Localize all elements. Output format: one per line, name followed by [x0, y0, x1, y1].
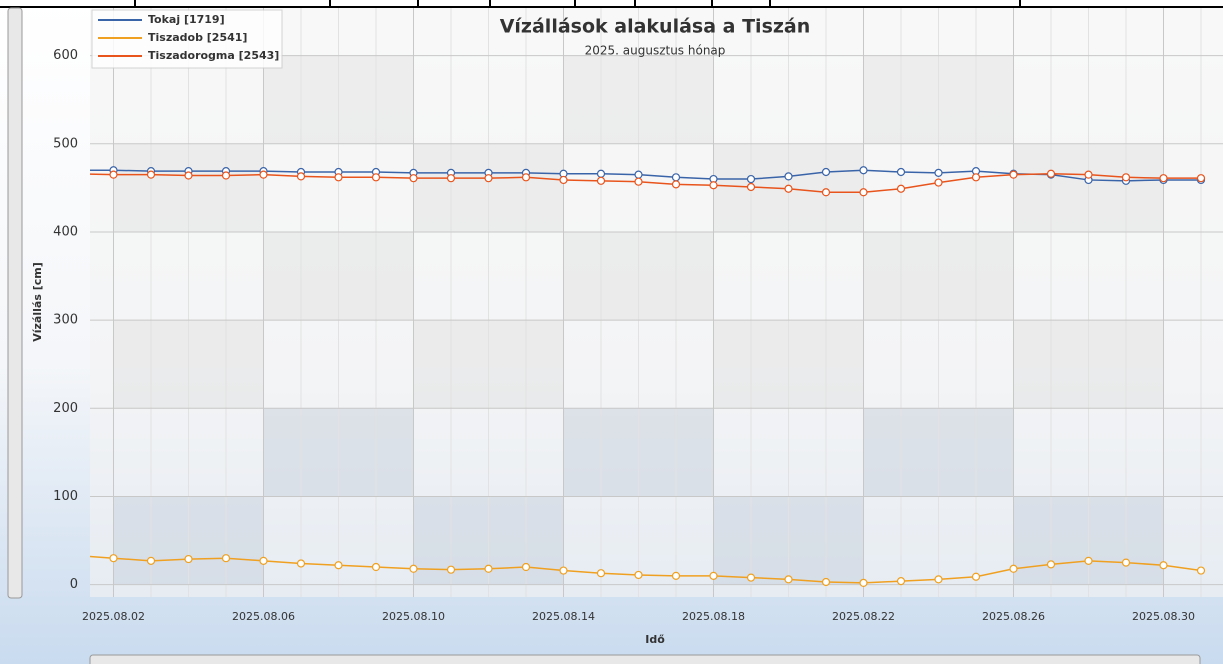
data-point: [934, 168, 943, 177]
data-point: [709, 181, 718, 190]
plot-bg: [90, 8, 1223, 597]
data-point: [521, 562, 531, 572]
data-point: [259, 556, 268, 565]
x-tick-label: 2025.08.14: [532, 610, 595, 623]
data-point: [146, 170, 156, 179]
data-point: [671, 180, 681, 189]
data-point: [596, 569, 606, 578]
y-tick-label: 500: [53, 136, 78, 151]
data-point: [971, 572, 981, 581]
chart-title: Vízállások alakulása a Tiszán: [500, 16, 811, 38]
data-point: [1196, 174, 1206, 183]
data-point: [784, 575, 793, 584]
x-tick-label: 2025.08.02: [82, 610, 145, 623]
data-point: [971, 173, 981, 182]
data-point: [296, 172, 306, 181]
data-point: [1196, 566, 1206, 575]
data-point: [1046, 560, 1056, 569]
data-point: [784, 184, 793, 193]
data-point: [934, 575, 943, 584]
data-point: [446, 565, 456, 574]
data-point: [896, 577, 906, 586]
legend-label: Tiszadob [2541]: [148, 31, 247, 44]
data-point: [671, 173, 681, 182]
data-point: [334, 561, 343, 570]
data-point: [1121, 558, 1131, 567]
data-point: [821, 167, 831, 177]
data-point: [1084, 556, 1093, 565]
data-point: [859, 188, 868, 197]
data-point: [1159, 561, 1168, 570]
data-point: [296, 559, 306, 568]
data-point: [896, 167, 906, 177]
data-point: [859, 166, 868, 175]
data-point: [221, 554, 231, 563]
data-point: [671, 571, 681, 580]
y-tick-label: 0: [70, 577, 78, 592]
data-point: [334, 173, 343, 182]
data-point: [221, 171, 231, 180]
x-tick-label: 2025.08.30: [1132, 610, 1195, 623]
data-point: [821, 188, 831, 197]
chart-subtitle: 2025. augusztus hónap: [585, 44, 726, 58]
data-point: [1121, 173, 1131, 182]
data-point: [484, 564, 493, 573]
y-tick-label: 600: [53, 48, 78, 63]
data-point: [409, 174, 418, 183]
data-point: [634, 570, 643, 580]
x-tick-label: 2025.08.26: [982, 610, 1045, 623]
y-tick-label: 300: [53, 313, 78, 328]
y-tick-label: 200: [53, 401, 78, 416]
x-tick-label: 2025.08.18: [682, 610, 745, 623]
top-bar: [0, 0, 1223, 8]
data-point: [596, 176, 606, 185]
plot-area: [90, 8, 1223, 597]
data-point: [634, 170, 643, 179]
x-axis-label: Idő: [645, 633, 665, 646]
data-point: [184, 554, 193, 564]
data-point: [409, 564, 418, 573]
x-tick-label: 2025.08.22: [832, 610, 895, 623]
data-point: [521, 173, 531, 182]
data-point: [371, 173, 381, 182]
data-point: [746, 174, 756, 184]
data-point: [371, 562, 381, 572]
data-point: [1046, 169, 1056, 178]
data-point: [1084, 170, 1093, 179]
x-tick-label: 2025.08.06: [232, 610, 295, 623]
data-point: [821, 577, 831, 587]
data-point: [109, 554, 118, 563]
data-point: [896, 184, 906, 193]
x-tick-label: 2025.08.10: [382, 610, 445, 623]
y-axis-label: Vízállás [cm]: [31, 262, 44, 342]
legend-label: Tiszadorogma [2543]: [148, 49, 279, 62]
data-point: [934, 178, 943, 187]
data-point: [746, 573, 756, 582]
data-point: [596, 169, 606, 178]
legend-label: Tokaj [1719]: [148, 13, 225, 26]
data-point: [259, 170, 268, 179]
data-point: [484, 174, 493, 183]
data-point: [746, 182, 756, 192]
data-point: [1009, 564, 1018, 573]
h-scrollbar[interactable]: [89, 654, 1201, 664]
data-point: [1159, 174, 1168, 183]
data-point: [446, 174, 456, 183]
data-point: [146, 556, 156, 565]
data-point: [559, 566, 568, 575]
data-point: [1009, 170, 1018, 179]
data-point: [109, 170, 118, 179]
y-tick-label: 400: [53, 224, 78, 239]
data-point: [184, 171, 193, 180]
data-point: [634, 177, 643, 186]
data-point: [709, 571, 718, 580]
data-point: [784, 172, 793, 181]
data-point: [559, 175, 568, 185]
y-tick-label: 100: [53, 489, 78, 504]
data-point: [859, 578, 868, 587]
v-scrollbar[interactable]: [7, 7, 23, 599]
